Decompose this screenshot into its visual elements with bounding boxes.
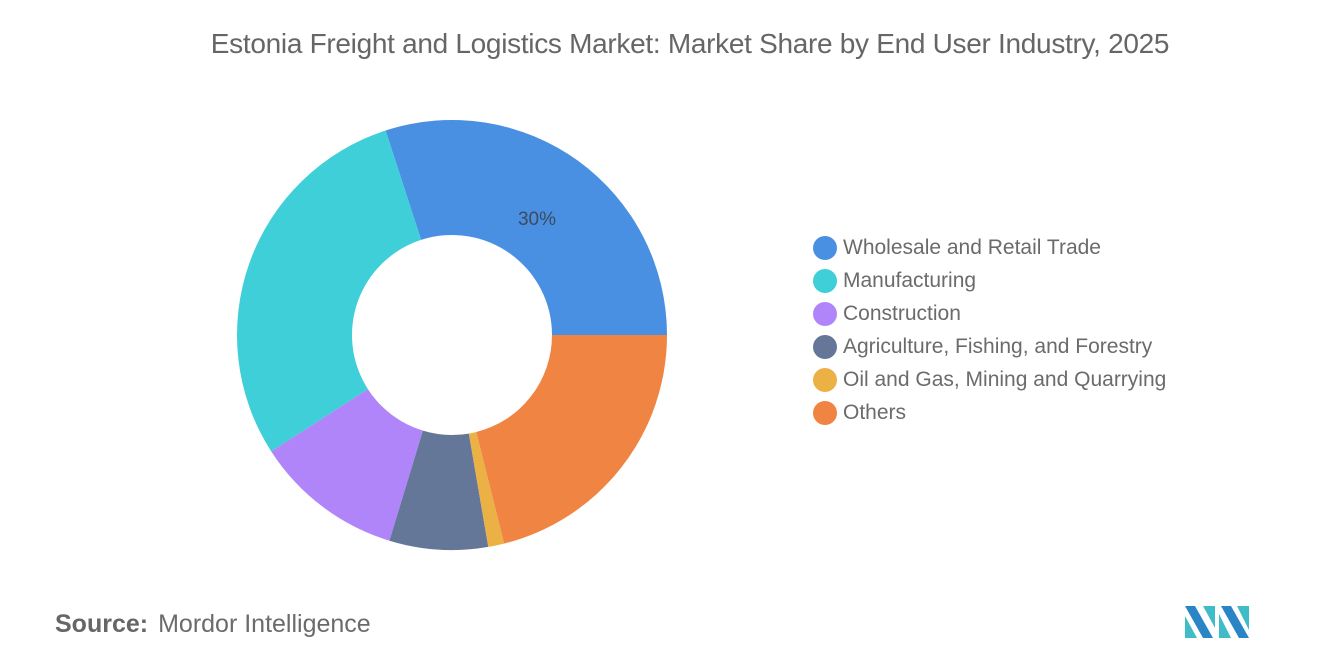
slice-data-label: 30% bbox=[518, 209, 556, 230]
source-note: Source: Mordor Intelligence bbox=[55, 610, 371, 639]
donut-slices bbox=[236, 119, 667, 551]
donut-slice-oil-and-gas-mining-and-quarrying[interactable] bbox=[468, 432, 505, 547]
legend-dot-icon bbox=[813, 301, 837, 326]
chart-title: Estonia Freight and Logistics Market: Ma… bbox=[210, 28, 1170, 59]
donut-slice-agriculture-fishing-and-forestry[interactable] bbox=[389, 430, 489, 551]
legend-item-construction[interactable]: Construction bbox=[813, 297, 1166, 330]
legend-label: Wholesale and Retail Trade bbox=[843, 235, 1101, 259]
legend-item-wholesale-retail[interactable]: Wholesale and Retail Trade bbox=[813, 231, 1166, 264]
legend-dot-icon bbox=[813, 400, 837, 425]
donut-slice-manufacturing[interactable] bbox=[236, 130, 422, 452]
source-value: Mordor Intelligence bbox=[158, 610, 371, 638]
mordor-intelligence-logo-icon bbox=[1185, 606, 1249, 638]
legend-dot-icon bbox=[813, 367, 837, 392]
donut-slice-others[interactable] bbox=[476, 335, 667, 544]
donut-slice-wholesale-and-retail-trade[interactable] bbox=[385, 119, 667, 335]
legend-item-agriculture[interactable]: Agriculture, Fishing, and Forestry bbox=[813, 330, 1166, 363]
legend-item-others[interactable]: Others bbox=[813, 396, 1166, 429]
legend-label: Construction bbox=[843, 301, 961, 325]
chart-legend: Wholesale and Retail Trade Manufacturing… bbox=[813, 231, 1166, 429]
legend-dot-icon bbox=[813, 268, 837, 293]
legend-dot-icon bbox=[813, 334, 837, 359]
legend-item-oil-gas[interactable]: Oil and Gas, Mining and Quarrying bbox=[813, 363, 1166, 396]
legend-dot-icon bbox=[813, 235, 837, 260]
legend-item-manufacturing[interactable]: Manufacturing bbox=[813, 264, 1166, 297]
legend-label: Oil and Gas, Mining and Quarrying bbox=[843, 367, 1167, 391]
source-label: Source: bbox=[55, 610, 149, 638]
legend-label: Manufacturing bbox=[843, 268, 977, 292]
legend-label: Agriculture, Fishing, and Forestry bbox=[843, 334, 1153, 358]
donut-slice-construction[interactable] bbox=[271, 389, 423, 541]
legend-label: Others bbox=[843, 400, 907, 424]
